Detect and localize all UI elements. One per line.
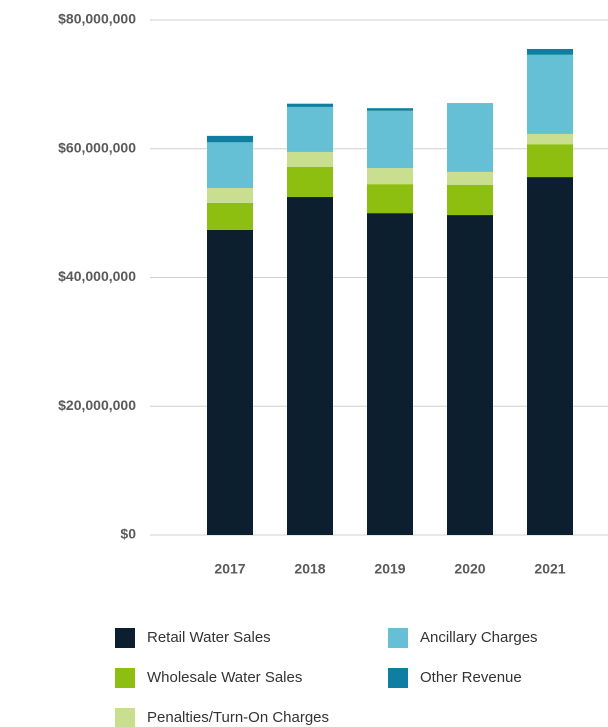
x-tick-label: 2020	[454, 561, 485, 577]
legend-swatch	[388, 668, 408, 688]
bar-segment	[527, 54, 573, 134]
bar-segment	[447, 103, 493, 172]
y-tick-label: $20,000,000	[58, 397, 136, 413]
bar-segment	[527, 48, 573, 55]
bar-segment	[207, 142, 253, 189]
y-tick-label: $60,000,000	[58, 139, 136, 155]
bar-segment	[287, 103, 333, 107]
legend-label: Wholesale Water Sales	[147, 669, 302, 686]
bar-segment	[367, 168, 413, 185]
legend-swatch	[115, 668, 135, 688]
bar-segment	[447, 184, 493, 216]
x-tick-label: 2018	[294, 561, 325, 577]
legend-swatch	[115, 708, 135, 727]
legend-label: Penalties/Turn-On Charges	[147, 709, 329, 726]
y-tick-label: $0	[120, 526, 136, 542]
x-tick-label: 2019	[374, 561, 405, 577]
x-tick-label: 2017	[214, 561, 245, 577]
legend-swatch	[115, 628, 135, 648]
x-tick-label: 2021	[534, 561, 565, 577]
bar-segment	[447, 171, 493, 185]
bar-segment	[207, 202, 253, 230]
bar-segment	[207, 135, 253, 143]
bar-segment	[367, 108, 413, 111]
bar-segment	[367, 213, 413, 535]
bar-segment	[367, 184, 413, 214]
y-tick-label: $40,000,000	[58, 268, 136, 284]
bar-segment	[527, 177, 573, 535]
bar-segment	[447, 215, 493, 535]
legend-swatch	[388, 628, 408, 648]
bar-segment	[287, 151, 333, 167]
legend-label: Ancillary Charges	[420, 629, 538, 646]
bar-segment	[207, 229, 253, 536]
legend-label: Other Revenue	[420, 669, 522, 686]
bar-segment	[527, 133, 573, 145]
y-tick-label: $80,000,000	[58, 11, 136, 27]
bar-segment	[207, 188, 253, 203]
bar-segment	[527, 144, 573, 178]
legend-label: Retail Water Sales	[147, 629, 271, 646]
bar-segment	[367, 110, 413, 169]
bar-segment	[287, 106, 333, 152]
bar-segment	[287, 197, 333, 535]
bar-segment	[287, 166, 333, 198]
